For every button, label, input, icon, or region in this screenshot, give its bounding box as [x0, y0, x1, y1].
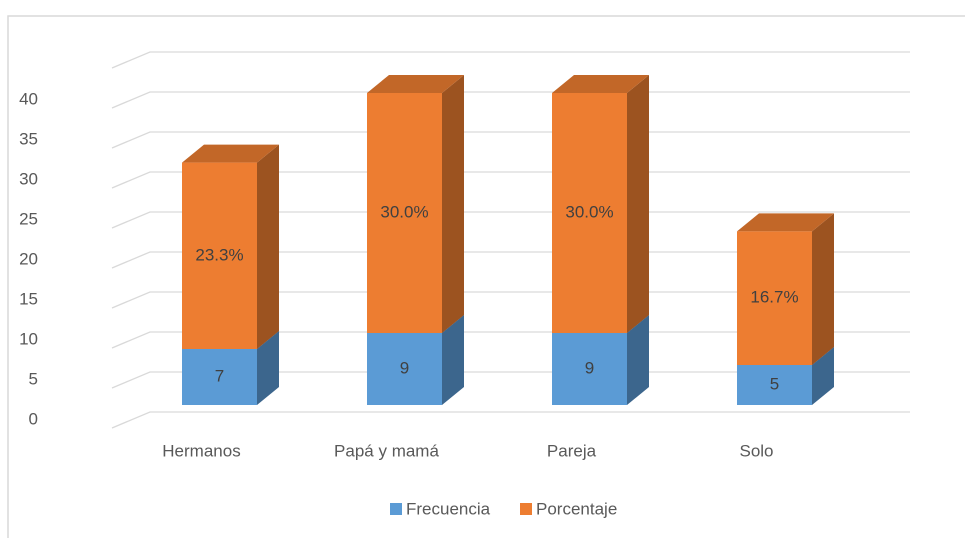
- chart-border: [7, 15, 965, 538]
- grid-line: [111, 411, 910, 429]
- y-tick-label: 30: [19, 169, 38, 188]
- legend-swatch: [390, 503, 402, 515]
- bar-side: [627, 315, 649, 405]
- grid-line: [111, 211, 910, 229]
- grid-line: [111, 251, 910, 269]
- y-tick-label: 5: [29, 369, 38, 388]
- grid-line: [111, 371, 910, 389]
- bar-top: [182, 144, 279, 163]
- data-label: 9: [400, 358, 409, 377]
- legend-label: Porcentaje: [536, 499, 617, 518]
- bar-side: [812, 347, 834, 405]
- bar-side: [442, 315, 464, 405]
- bar-side: [442, 75, 464, 333]
- bar-side: [812, 213, 834, 365]
- x-tick-label: Papá y mamá: [334, 441, 439, 460]
- data-label: 30.0%: [565, 202, 613, 221]
- grid-line: [111, 131, 910, 149]
- data-label: 7: [215, 366, 224, 385]
- data-label: 23.3%: [195, 245, 243, 264]
- y-tick-label: 35: [19, 129, 38, 148]
- y-tick-label: 40: [19, 89, 38, 108]
- y-tick-label: 10: [19, 329, 38, 348]
- x-tick-label: Solo: [739, 441, 773, 460]
- bar: [182, 349, 257, 405]
- grid-line: [111, 171, 910, 189]
- data-label: 9: [585, 358, 594, 377]
- y-tick-label: 20: [19, 249, 38, 268]
- grid-line: [111, 331, 910, 349]
- legend-swatch: [520, 503, 532, 515]
- x-tick-label: Pareja: [547, 441, 597, 460]
- bar: [737, 231, 812, 365]
- x-tick-label: Hermanos: [162, 441, 240, 460]
- bar-top: [737, 213, 834, 232]
- bar: [367, 93, 442, 333]
- grid-line: [111, 51, 910, 69]
- bar-side: [257, 144, 279, 349]
- bar: [552, 93, 627, 333]
- bar: [552, 333, 627, 405]
- bar-top: [367, 75, 464, 93]
- legend-label: Frecuencia: [406, 499, 491, 518]
- grid-line: [111, 91, 910, 109]
- data-label: 30.0%: [380, 202, 428, 221]
- bar-side: [627, 75, 649, 333]
- bar: [737, 365, 812, 405]
- y-tick-label: 15: [19, 289, 38, 308]
- bar: [367, 333, 442, 405]
- bar-top: [552, 75, 649, 93]
- bar: [182, 162, 257, 349]
- y-tick-label: 25: [19, 209, 38, 228]
- bar-side: [257, 331, 279, 405]
- grid-line: [111, 291, 910, 309]
- data-label: 16.7%: [750, 288, 798, 307]
- y-tick-label: 0: [29, 409, 38, 428]
- data-label: 5: [770, 374, 779, 393]
